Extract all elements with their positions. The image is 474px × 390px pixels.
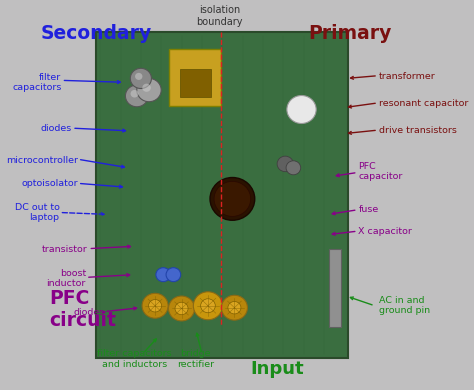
Text: filter
capacitors: filter capacitors (12, 73, 62, 92)
Circle shape (228, 301, 241, 314)
Circle shape (142, 293, 168, 318)
Circle shape (148, 300, 162, 312)
Text: DC out to
laptop: DC out to laptop (15, 203, 60, 222)
Text: filter capacitors
and inductors: filter capacitors and inductors (98, 349, 172, 369)
Text: fuse: fuse (358, 205, 379, 214)
Circle shape (286, 161, 301, 175)
Circle shape (126, 85, 148, 107)
Text: PFC
capacitor: PFC capacitor (358, 162, 403, 181)
Circle shape (137, 78, 161, 102)
Text: Input: Input (250, 360, 304, 378)
Circle shape (277, 156, 293, 172)
Circle shape (169, 296, 194, 321)
Bar (180, 69, 211, 97)
Text: Secondary: Secondary (40, 24, 152, 43)
Text: resonant capacitor: resonant capacitor (379, 99, 468, 108)
Text: Primary: Primary (309, 24, 392, 43)
Circle shape (221, 295, 247, 320)
Circle shape (142, 84, 151, 92)
Bar (329, 250, 341, 327)
Circle shape (175, 302, 188, 315)
Circle shape (193, 292, 223, 320)
Text: bridge
rectifier: bridge rectifier (177, 349, 214, 369)
Text: transformer: transformer (379, 72, 436, 81)
Bar (169, 49, 221, 106)
Circle shape (214, 181, 251, 216)
Text: optoisolator: optoisolator (21, 179, 78, 188)
Text: transistor: transistor (42, 245, 88, 254)
Circle shape (130, 90, 138, 98)
Text: PFC
circuit: PFC circuit (49, 289, 116, 330)
Text: AC in and
ground pin: AC in and ground pin (379, 296, 430, 316)
Text: diodes: diodes (40, 124, 72, 133)
Text: X capacitor: X capacitor (358, 227, 412, 236)
Text: drive transistors: drive transistors (379, 126, 456, 135)
Circle shape (130, 68, 151, 89)
Text: boost
inductor: boost inductor (46, 269, 86, 288)
Text: isolation
boundary: isolation boundary (196, 5, 243, 27)
Bar (96, 32, 348, 358)
Circle shape (287, 96, 316, 124)
Circle shape (201, 299, 215, 313)
Circle shape (210, 177, 255, 220)
Circle shape (166, 268, 181, 282)
Text: microcontroller: microcontroller (6, 156, 78, 165)
Text: diodes: diodes (73, 308, 104, 317)
Circle shape (135, 73, 143, 80)
Circle shape (156, 268, 171, 282)
